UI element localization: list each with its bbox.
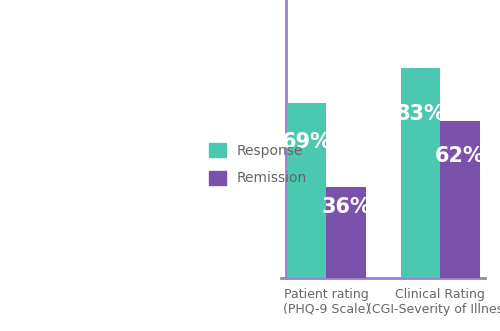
- Bar: [326, 187, 366, 278]
- Bar: [440, 121, 480, 278]
- Bar: [401, 68, 440, 278]
- Text: 69%: 69%: [282, 132, 332, 152]
- Text: 62%: 62%: [435, 146, 485, 166]
- Legend: Response, Remission: Response, Remission: [202, 136, 314, 192]
- Text: 36%: 36%: [321, 197, 371, 217]
- Bar: [287, 104, 327, 278]
- Text: 83%: 83%: [396, 104, 446, 124]
